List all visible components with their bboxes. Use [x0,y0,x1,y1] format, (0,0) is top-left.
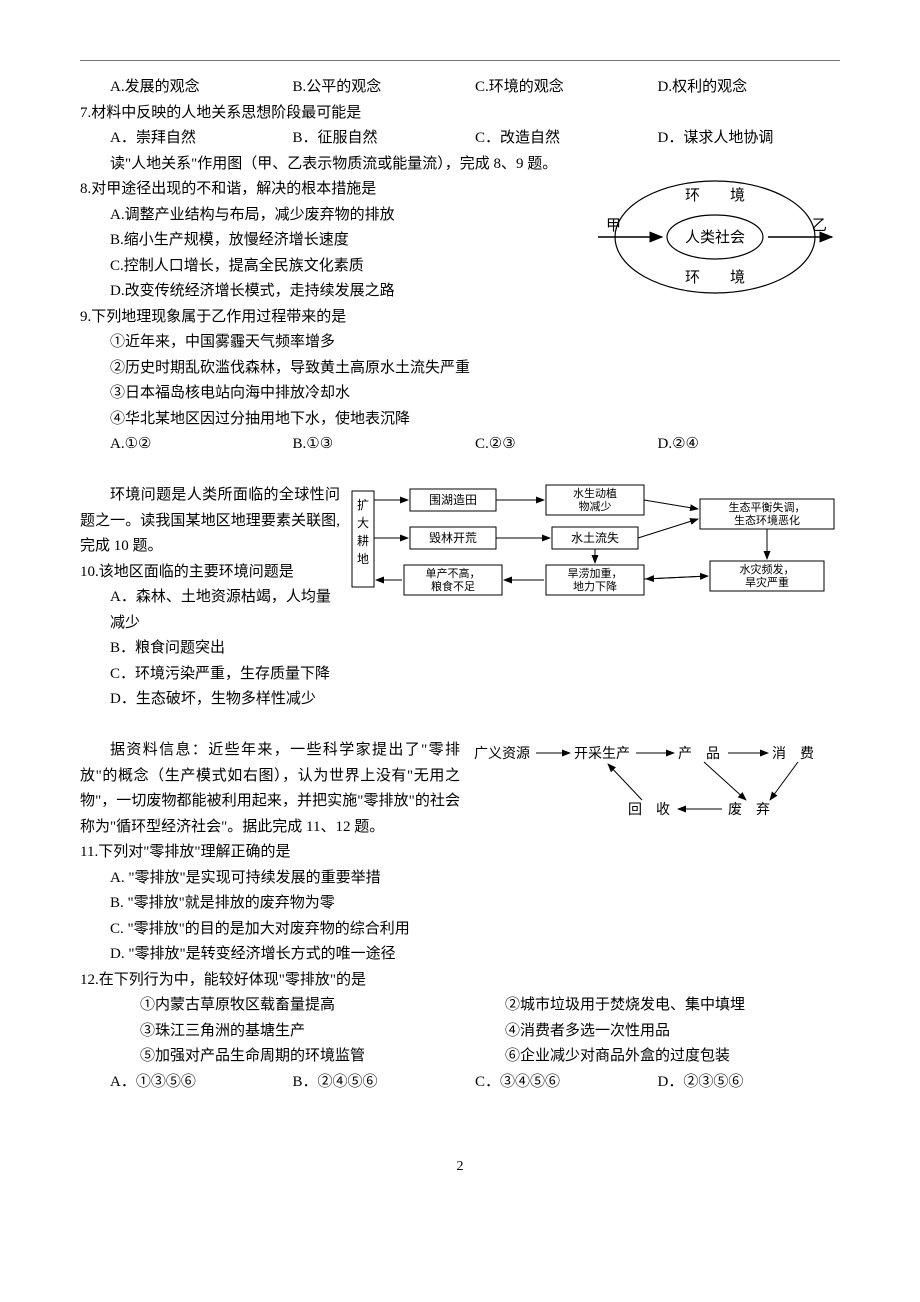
d11-a: 广义资源 [474,746,530,762]
q12-optC: C．③④⑤⑥ [475,1070,658,1096]
q7-options: A．崇拜自然 B．征服自然 C．改造自然 D．谋求人地协调 [110,126,840,152]
q12-options: A．①③⑤⑥ B．②④⑤⑥ C．③④⑤⑥ D．②③⑤⑥ [110,1070,840,1096]
svg-text:旱灾严重: 旱灾严重 [745,575,789,589]
q12-stem: 12.在下列行为中，能较好体现"零排放"的是 [80,968,840,994]
diagram-elements-link: 扩 大 耕 地 围湖造田 毁林开荒 单产不高， 粮食不足 水生动植 物减少 水土… [350,483,840,613]
d11-d: 消 费 [772,746,814,762]
q11-optB: B. "零排放"就是排放的废弃物为零 [110,891,840,917]
svg-text:旱涝加重，: 旱涝加重， [568,566,623,580]
svg-text:水生动植: 水生动植 [573,486,617,500]
d11-f: 废 弃 [728,802,770,818]
q6-options: A.发展的观念 B.公平的观念 C.环境的观念 D.权利的观念 [110,75,840,101]
svg-text:生态平衡失调，: 生态平衡失调， [729,500,806,514]
q9-i2: ②历史时期乱砍滥伐森林，导致黄土高原水土流失严重 [110,356,840,382]
q6-optD: D.权利的观念 [658,75,841,101]
d10-r2: 水土流失 [571,530,619,545]
q9-optA: A.①② [110,432,293,458]
q12-i1: ①内蒙古草原牧区载畜量提高 [140,993,475,1019]
q12-i2: ②城市垃圾用于焚烧发电、集中填埋 [505,993,840,1019]
d10-n2: 毁林开荒 [429,530,477,545]
diagram-zero-emission: 广义资源 开采生产 产 品 消 费 回 收 废 弃 [470,738,840,838]
svg-text:地力下降: 地力下降 [573,579,617,593]
diagram8-top: 环 境 [685,186,745,204]
q9-options: A.①② B.①③ C.②③ D.②④ [110,432,840,458]
q10-optD: D．生态破坏，生物多样性减少 [110,687,840,713]
q11-optA: A. "零排放"是实现可持续发展的重要举措 [110,866,840,892]
q6-optC: C.环境的观念 [475,75,658,101]
q12-optA: A．①③⑤⑥ [110,1070,293,1096]
d11-b: 开采生产 [574,746,630,762]
q12-optB: B．②④⑤⑥ [293,1070,476,1096]
q9-items: ①近年来，中国雾霾天气频率增多 ②历史时期乱砍滥伐森林，导致黄土高原水土流失严重… [110,330,840,432]
q7-optB: B．征服自然 [293,126,476,152]
q11-stem: 11.下列对"零排放"理解正确的是 [80,840,840,866]
top-rule [80,60,840,61]
q12-i4: ④消费者多选一次性用品 [505,1019,840,1045]
svg-text:大: 大 [357,516,369,530]
svg-text:物减少: 物减少 [579,499,612,513]
q9-i3: ③日本福岛核电站向海中排放冷却水 [110,381,840,407]
q9-i4: ④华北某地区因过分抽用地下水，使地表沉降 [110,407,840,433]
q10-optC: C．环境污染严重，生存质量下降 [110,662,840,688]
q7-optA: A．崇拜自然 [110,126,293,152]
d11-c: 产 品 [678,746,720,762]
q12-i6: ⑥企业减少对商品外盒的过度包装 [505,1044,840,1070]
q9-optB: B.①③ [293,432,476,458]
svg-text:单产不高，: 单产不高， [426,566,481,580]
q11-optD: D. "零排放"是转变经济增长方式的唯一途径 [110,942,840,968]
q12-optD: D．②③⑤⑥ [658,1070,841,1096]
diagram8-center: 人类社会 [685,229,745,246]
d10-n1: 围湖造田 [429,492,477,507]
q12-i5: ⑤加强对产品生命周期的环境监管 [140,1044,475,1070]
q9-optC: C.②③ [475,432,658,458]
diagram8-bottom: 环 境 [685,268,745,286]
diagram-human-env: 人类社会 环 境 环 境 甲 乙 [590,152,840,332]
q6-optB: B.公平的观念 [293,75,476,101]
q7-optD: D．谋求人地协调 [658,126,841,152]
q7-stem: 7.材料中反映的人地关系思想阶段最可能是 [80,101,840,127]
svg-text:地: 地 [357,552,369,566]
d11-e: 回 收 [628,802,670,818]
q6-optA: A.发展的观念 [110,75,293,101]
q12-items: ①内蒙古草原牧区载畜量提高 ②城市垃圾用于焚烧发电、集中填埋 ③珠江三角洲的基塘… [80,993,840,1070]
diagram8-right: 乙 [812,218,827,234]
q7-optC: C．改造自然 [475,126,658,152]
q10-optB: B．粮食问题突出 [110,636,840,662]
q11-optC: C. "零排放"的目的是加大对废弃物的综合利用 [110,917,840,943]
diagram8-left: 甲 [606,218,621,234]
svg-text:生态环境恶化: 生态环境恶化 [734,513,800,527]
svg-text:水灾频发，: 水灾频发， [740,562,795,576]
q9-i1: ①近年来，中国雾霾天气频率增多 [110,330,840,356]
q9-optD: D.②④ [658,432,841,458]
q12-i3: ③珠江三角洲的基塘生产 [140,1019,475,1045]
svg-text:扩: 扩 [357,498,369,512]
q11-options: A. "零排放"是实现可持续发展的重要举措 B. "零排放"就是排放的废弃物为零… [80,866,840,968]
svg-text:粮食不足: 粮食不足 [431,579,475,593]
page-number: 2 [80,1155,840,1179]
svg-text:耕: 耕 [357,533,369,548]
